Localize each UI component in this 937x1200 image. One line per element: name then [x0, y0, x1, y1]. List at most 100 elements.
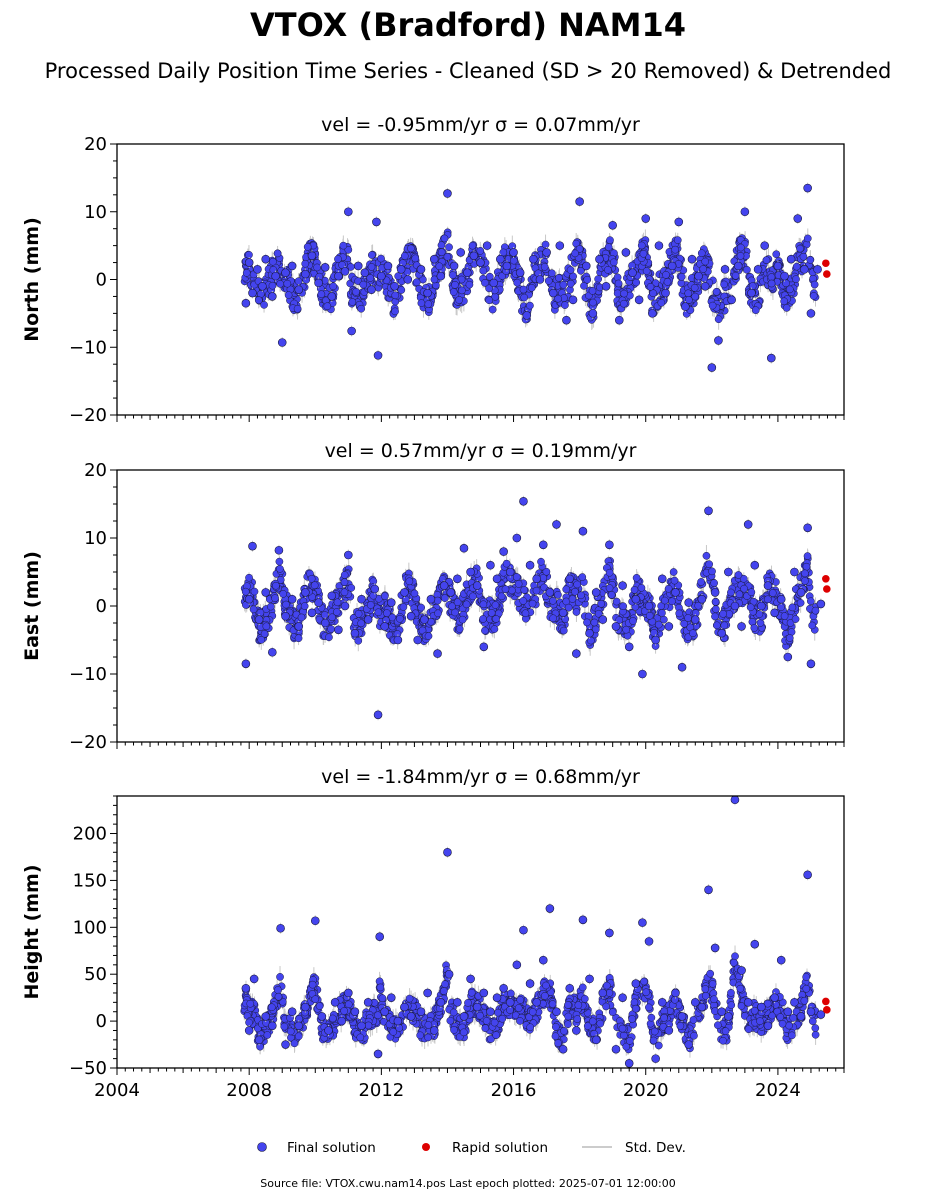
final-point: [526, 301, 534, 310]
final-point: [735, 590, 744, 599]
final-point: [303, 243, 312, 251]
final-point: [711, 605, 720, 613]
final-point: [248, 288, 257, 298]
final-point: [588, 309, 598, 318]
final-point: [344, 207, 353, 217]
final-point: [423, 288, 432, 298]
final-point: [485, 272, 494, 281]
final-point: [808, 621, 817, 630]
final-point: [663, 278, 672, 286]
panel-title-north: vel = -0.95mm/yr σ = 0.07mm/yr: [321, 114, 640, 136]
final-point: [601, 281, 611, 291]
final-point: [691, 292, 700, 301]
final-point: [634, 295, 644, 305]
final-point: [785, 285, 794, 294]
final-point: [712, 287, 721, 296]
final-point: [339, 241, 348, 250]
final-point: [612, 597, 621, 606]
final-point: [604, 266, 612, 274]
final-point: [657, 298, 666, 307]
final-point: [360, 268, 370, 278]
final-point: [301, 269, 310, 279]
final-point: [694, 271, 703, 281]
cloud-north: [240, 228, 820, 324]
final-point: [756, 619, 765, 627]
final-point: [400, 252, 409, 260]
final-point: [456, 248, 465, 257]
final-point: [271, 271, 280, 281]
final-point: [760, 241, 769, 250]
final-point: [581, 261, 591, 271]
final-point: [699, 265, 708, 273]
final-point: [241, 298, 251, 308]
final-point: [283, 279, 292, 288]
final-point: [417, 299, 426, 308]
final-point: [613, 289, 622, 298]
final-point: [589, 298, 597, 307]
plot-area-north: [240, 182, 831, 373]
final-point: [673, 236, 682, 244]
final-point: [773, 261, 783, 271]
final-point: [329, 282, 338, 291]
final-point: [391, 307, 399, 316]
final-point: [513, 278, 522, 287]
final-point: [488, 305, 497, 314]
ytick-label: −10: [69, 337, 107, 358]
ytick-label: 0: [96, 270, 107, 291]
final-point: [334, 255, 342, 263]
final-point: [751, 306, 760, 315]
final-point: [377, 254, 385, 263]
final-point: [390, 281, 399, 291]
final-point: [697, 249, 706, 258]
final-point: [687, 254, 697, 264]
final-point: [340, 267, 350, 276]
final-point: [412, 278, 421, 287]
final-point: [277, 338, 287, 347]
final-point: [637, 241, 646, 250]
final-point: [468, 241, 477, 250]
final-point: [260, 301, 268, 309]
final-point: [261, 254, 271, 264]
final-point: [562, 315, 571, 325]
final-point: [588, 287, 597, 295]
final-point: [445, 243, 453, 252]
final-point: [561, 301, 569, 309]
final-point: [674, 217, 684, 227]
final-point: [800, 265, 809, 274]
final-point: [648, 309, 657, 318]
final-point: [568, 295, 578, 305]
final-point: [620, 289, 628, 298]
rapid-point: [822, 259, 830, 268]
final-point: [782, 279, 790, 288]
final-point: [535, 275, 545, 284]
final-point: [583, 275, 592, 284]
final-point: [575, 197, 584, 206]
final-point: [806, 256, 815, 264]
final-point: [437, 241, 446, 250]
final-point: [681, 302, 690, 311]
final-point: [571, 249, 579, 258]
final-point: [242, 269, 251, 277]
final-point: [803, 183, 812, 193]
final-point: [555, 241, 565, 250]
final-point: [276, 576, 285, 584]
final-point: [661, 288, 670, 298]
plot-area-east: [240, 495, 831, 721]
final-point: [294, 285, 304, 294]
final-point: [366, 274, 375, 282]
final-point: [604, 243, 613, 251]
final-point: [708, 301, 717, 310]
final-point: [736, 252, 745, 260]
final-point: [269, 257, 277, 266]
final-point: [577, 266, 585, 275]
final-point: [458, 286, 466, 295]
final-point: [258, 281, 267, 291]
rapid-point: [823, 270, 831, 278]
final-point: [809, 292, 818, 300]
final-point: [554, 590, 562, 599]
final-point: [465, 280, 474, 289]
final-point: [443, 189, 452, 198]
final-point: [690, 284, 699, 292]
final-point: [411, 254, 420, 263]
